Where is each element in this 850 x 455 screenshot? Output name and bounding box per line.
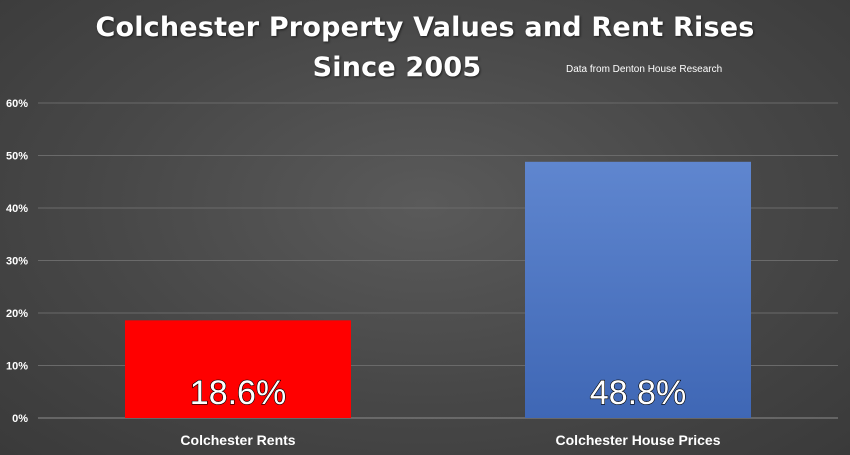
data-label: 18.6% xyxy=(190,374,286,412)
bars xyxy=(125,161,751,419)
chart-title-line-1: Colchester Property Values and Rent Rise… xyxy=(95,12,755,43)
y-tick-label: 50% xyxy=(6,151,28,163)
bar-colchester-rents xyxy=(125,320,351,418)
bar-colchester-house-prices xyxy=(525,161,751,419)
x-axis-ticks: Colchester Rents Colchester House Prices xyxy=(180,432,720,448)
y-tick-label: 40% xyxy=(6,203,28,215)
data-label: 48.8% xyxy=(590,374,686,412)
y-axis-ticks: 0% 10% 20% 30% 40% 50% 60% xyxy=(6,98,28,425)
y-tick-label: 20% xyxy=(6,308,28,320)
y-tick-label: 0% xyxy=(12,413,28,425)
y-tick-label: 10% xyxy=(6,361,28,373)
chart-subtitle: Data from Denton House Research xyxy=(566,64,723,75)
x-tick-label: Colchester Rents xyxy=(180,432,295,448)
y-tick-label: 60% xyxy=(6,98,28,110)
chart-title-line-2: Since 2005 xyxy=(312,52,482,83)
x-tick-label: Colchester House Prices xyxy=(556,432,721,448)
data-labels: 18.6% 48.8% xyxy=(189,373,687,412)
y-tick-label: 30% xyxy=(6,256,28,268)
